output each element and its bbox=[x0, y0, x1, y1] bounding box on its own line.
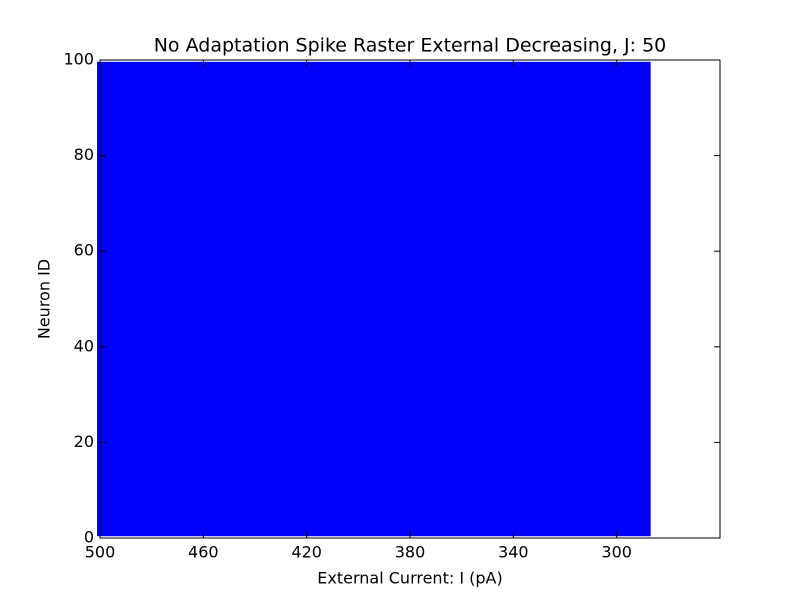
y-tick-label: 40 bbox=[74, 336, 94, 355]
y-tick-label: 0 bbox=[84, 528, 94, 547]
x-axis-label: External Current: I (pA) bbox=[317, 569, 502, 588]
y-tick-label: 80 bbox=[74, 145, 94, 164]
x-tick-label: 300 bbox=[601, 543, 632, 562]
y-tick-label: 100 bbox=[63, 50, 94, 69]
x-tick-label: 460 bbox=[188, 543, 219, 562]
x-tick-label: 340 bbox=[498, 543, 529, 562]
chart-title: No Adaptation Spike Raster External Decr… bbox=[154, 35, 667, 57]
spike-region bbox=[97, 61, 651, 537]
y-tick-label: 20 bbox=[74, 432, 94, 451]
plot-frame bbox=[99, 59, 721, 539]
y-tick-label: 60 bbox=[74, 241, 94, 260]
x-tick-label: 500 bbox=[85, 543, 116, 562]
x-tick-label: 380 bbox=[395, 543, 426, 562]
y-axis-label: Neuron ID bbox=[35, 259, 54, 339]
x-tick-label: 420 bbox=[291, 543, 322, 562]
